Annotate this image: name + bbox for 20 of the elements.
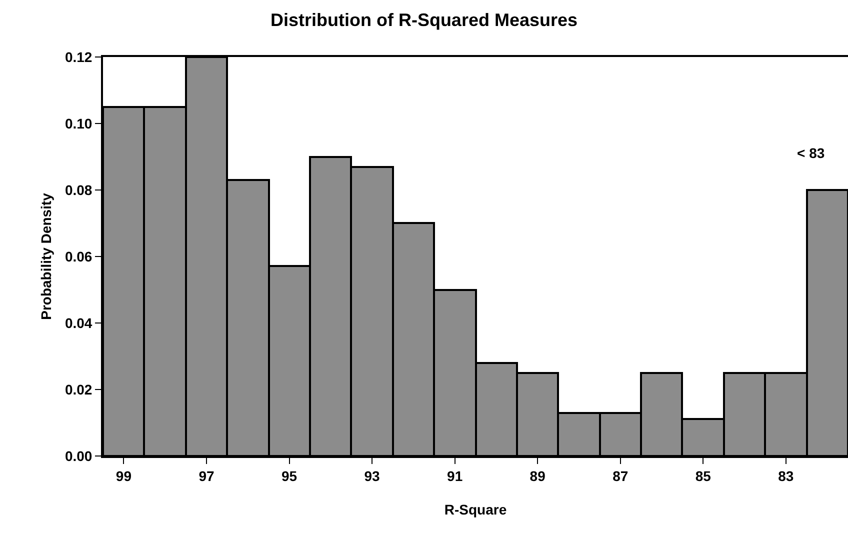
chart-title: Distribution of R-Squared Measures (270, 10, 578, 30)
annotation: < 83 (797, 145, 825, 161)
y-tick-label: 0.10 (64, 115, 92, 132)
x-tick-label: 97 (198, 468, 214, 484)
x-tick-label: 85 (695, 468, 712, 484)
x-tick-label: 99 (116, 468, 132, 484)
y-tick-label: 0.06 (64, 248, 92, 264)
y-tick-label: 0.04 (64, 314, 92, 331)
y-tick-label: 0.00 (64, 448, 92, 464)
x-tick-label: 95 (281, 468, 298, 484)
x-tick-label: 87 (612, 468, 628, 484)
y-axis-title: Probability Density (38, 192, 54, 320)
x-tick-label: 91 (447, 468, 463, 484)
x-tick-label: 83 (778, 468, 794, 484)
x-axis-title: R-Square (444, 502, 507, 518)
x-tick-label: 93 (364, 468, 380, 484)
y-tick-label: 0.02 (64, 381, 92, 398)
y-tick-label: 0.08 (64, 182, 92, 198)
x-tick-label: 89 (530, 468, 546, 484)
y-tick-label: 0.12 (64, 48, 92, 65)
